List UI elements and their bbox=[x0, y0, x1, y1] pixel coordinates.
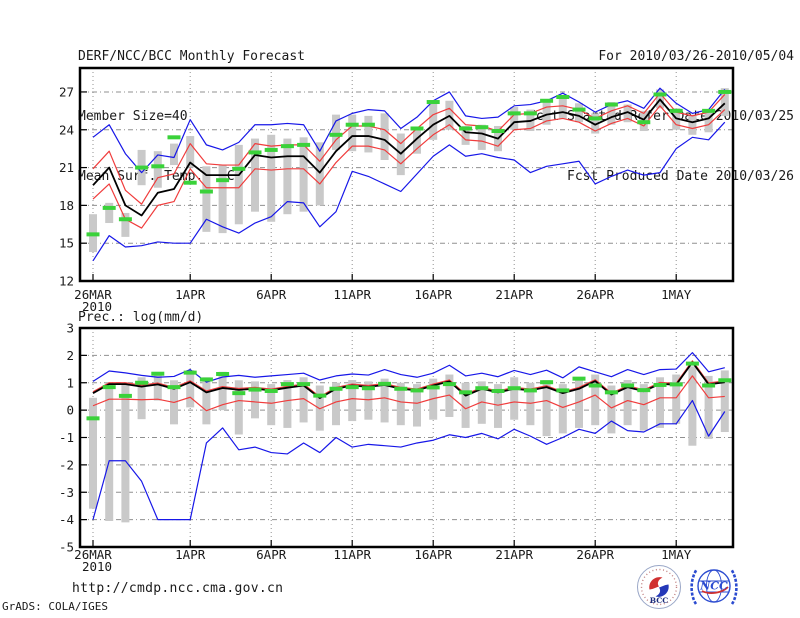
precipitation-chart-title: Prec.: log(mm/d) bbox=[78, 310, 204, 325]
member-size-label: Member Size=40 bbox=[78, 109, 188, 124]
forecast-range-label: For 2010/03/26-2010/05/04 bbox=[598, 49, 794, 64]
y-tick-label: -2 bbox=[59, 457, 74, 472]
x-tick-label: 11APR bbox=[333, 547, 371, 562]
y-tick-label: 0 bbox=[66, 403, 74, 418]
y-tick-label: 2 bbox=[66, 348, 74, 363]
y-tick-label: 21 bbox=[59, 160, 74, 175]
ncc-logo-wreath-right bbox=[729, 568, 738, 605]
page-title: DERF/NCC/BCC Monthly Forecast bbox=[78, 49, 305, 64]
y-tick-label: 12 bbox=[59, 274, 74, 289]
ncc-logo-red-swoosh bbox=[701, 586, 729, 594]
y-tick-label: 1 bbox=[66, 375, 74, 390]
x-tick-label: 26APR bbox=[576, 287, 614, 302]
x-tick-label: 1APR bbox=[175, 547, 206, 562]
y-tick-label: 18 bbox=[59, 198, 74, 213]
y-tick-label: 3 bbox=[66, 321, 74, 336]
x-tick-label: 21APR bbox=[495, 547, 533, 562]
bcc-logo: BCC bbox=[637, 565, 681, 609]
y-tick-label: 24 bbox=[59, 122, 74, 137]
bcc-logo-ring-text bbox=[640, 568, 678, 606]
grads-credit: GrADS: COLA/IGES bbox=[2, 600, 108, 613]
x-tick-label: 1MAY bbox=[661, 287, 692, 302]
y-tick-label: -1 bbox=[59, 430, 74, 445]
x-tick-label: 21APR bbox=[495, 287, 533, 302]
x-tick-label: 26MAR bbox=[74, 287, 112, 302]
bcc-logo-blue-cloud bbox=[655, 584, 669, 597]
ncc-logo-meridian bbox=[706, 569, 722, 603]
x-tick-sublabel: 2010 bbox=[82, 299, 112, 314]
ncc-logo-label: NCC bbox=[699, 580, 728, 593]
website-url: http://cmdp.ncc.cma.gov.cn bbox=[72, 581, 284, 596]
ncc-logo-wreath-left bbox=[690, 568, 699, 605]
y-tick-label: 15 bbox=[59, 236, 74, 251]
x-tick-label: 6APR bbox=[256, 547, 287, 562]
bcc-logo-red-cloud bbox=[649, 577, 663, 590]
x-tick-sublabel: 2010 bbox=[82, 559, 112, 574]
y-tick-label: 27 bbox=[59, 84, 74, 99]
ncc-logo: NCC bbox=[690, 568, 738, 605]
y-tick-label: -4 bbox=[59, 512, 74, 527]
y-tick-label: -5 bbox=[59, 540, 74, 555]
x-tick-label: 16APR bbox=[414, 287, 452, 302]
logo-row: BCC NCC bbox=[636, 562, 766, 612]
bcc-logo-ring bbox=[637, 565, 681, 609]
x-tick-label: 6APR bbox=[256, 287, 287, 302]
y-tick-label: -3 bbox=[59, 485, 74, 500]
x-tick-label: 1MAY bbox=[661, 547, 692, 562]
x-tick-label: 1APR bbox=[175, 287, 206, 302]
x-tick-label: 11APR bbox=[333, 287, 371, 302]
x-tick-label: 26MAR bbox=[74, 547, 112, 562]
x-tick-label: 16APR bbox=[414, 547, 452, 562]
bcc-logo-label: BCC bbox=[650, 596, 668, 605]
x-tick-label: 26APR bbox=[576, 547, 614, 562]
